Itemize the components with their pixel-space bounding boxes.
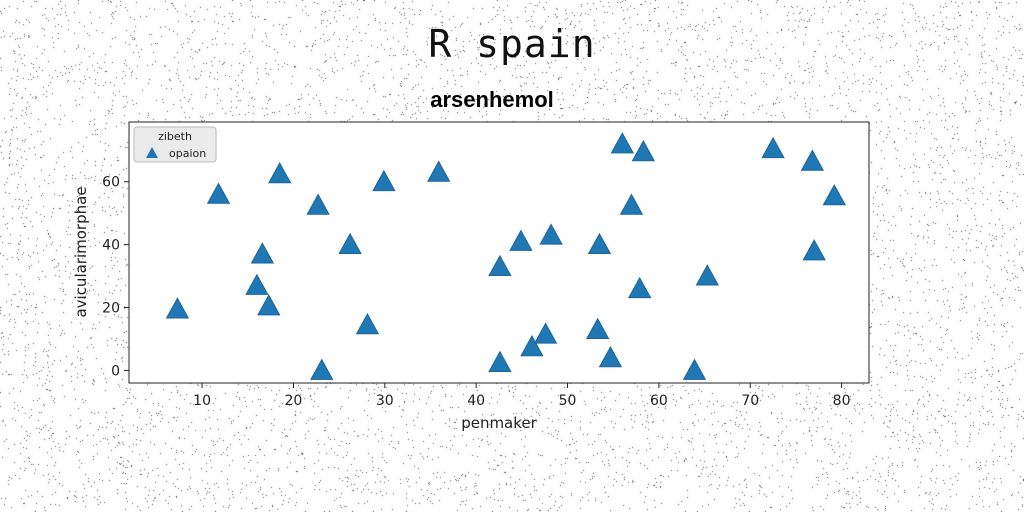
data-point — [587, 232, 612, 255]
axis-ticks: 10 20 30 40 50 60 70 80 0 20 40 60 — [102, 175, 850, 409]
data-point — [310, 358, 334, 380]
data-point — [509, 229, 533, 251]
data-point — [488, 254, 512, 277]
data-point — [610, 132, 635, 154]
data-point — [761, 136, 785, 159]
x-tick-label: 50 — [559, 393, 577, 409]
x-tick-label: 80 — [833, 393, 851, 409]
data-point — [585, 317, 610, 339]
plot-area — [129, 122, 869, 383]
data-point — [631, 140, 656, 162]
data-point — [628, 276, 652, 299]
figure-title: R spain — [428, 22, 596, 66]
plot-frame — [128, 121, 870, 384]
y-tick-label: 40 — [102, 238, 120, 254]
data-point — [619, 193, 644, 215]
data-point — [682, 358, 707, 380]
data-point — [245, 273, 269, 295]
data-point — [539, 223, 563, 245]
y-tick-label: 20 — [102, 301, 120, 317]
data-points — [165, 132, 846, 380]
legend-title: zibeth — [158, 130, 192, 143]
data-point — [338, 232, 362, 255]
x-tick-label: 40 — [467, 393, 485, 409]
x-tick-label: 20 — [285, 393, 303, 409]
data-point — [800, 149, 825, 171]
x-tick-label: 30 — [376, 393, 394, 409]
data-point — [822, 184, 846, 206]
y-tick-label: 60 — [102, 175, 120, 191]
data-point — [355, 312, 380, 335]
data-point — [695, 264, 719, 286]
data-point — [533, 322, 558, 344]
data-point — [165, 297, 190, 319]
legend: zibeth opaion — [133, 126, 217, 163]
legend-entry-label: opaion — [169, 147, 206, 160]
data-point — [488, 350, 512, 372]
data-point — [802, 239, 826, 261]
data-point — [427, 160, 451, 182]
data-point — [257, 294, 281, 316]
data-point — [206, 182, 231, 204]
data-point — [598, 346, 623, 368]
x-tick-label: 70 — [741, 393, 759, 409]
y-tick-label: 0 — [111, 363, 120, 379]
chart-title: arsenhemol — [430, 87, 554, 112]
data-point — [520, 335, 544, 357]
legend-marker — [146, 147, 158, 158]
data-point — [250, 242, 275, 264]
y-axis-label: avicularimorphae — [72, 186, 90, 317]
data-point — [268, 162, 292, 184]
data-point — [372, 169, 396, 192]
x-tick-label: 60 — [650, 393, 668, 409]
data-point — [306, 193, 330, 215]
x-tick-label: 10 — [193, 393, 211, 409]
x-axis-label: penmaker — [461, 414, 537, 432]
